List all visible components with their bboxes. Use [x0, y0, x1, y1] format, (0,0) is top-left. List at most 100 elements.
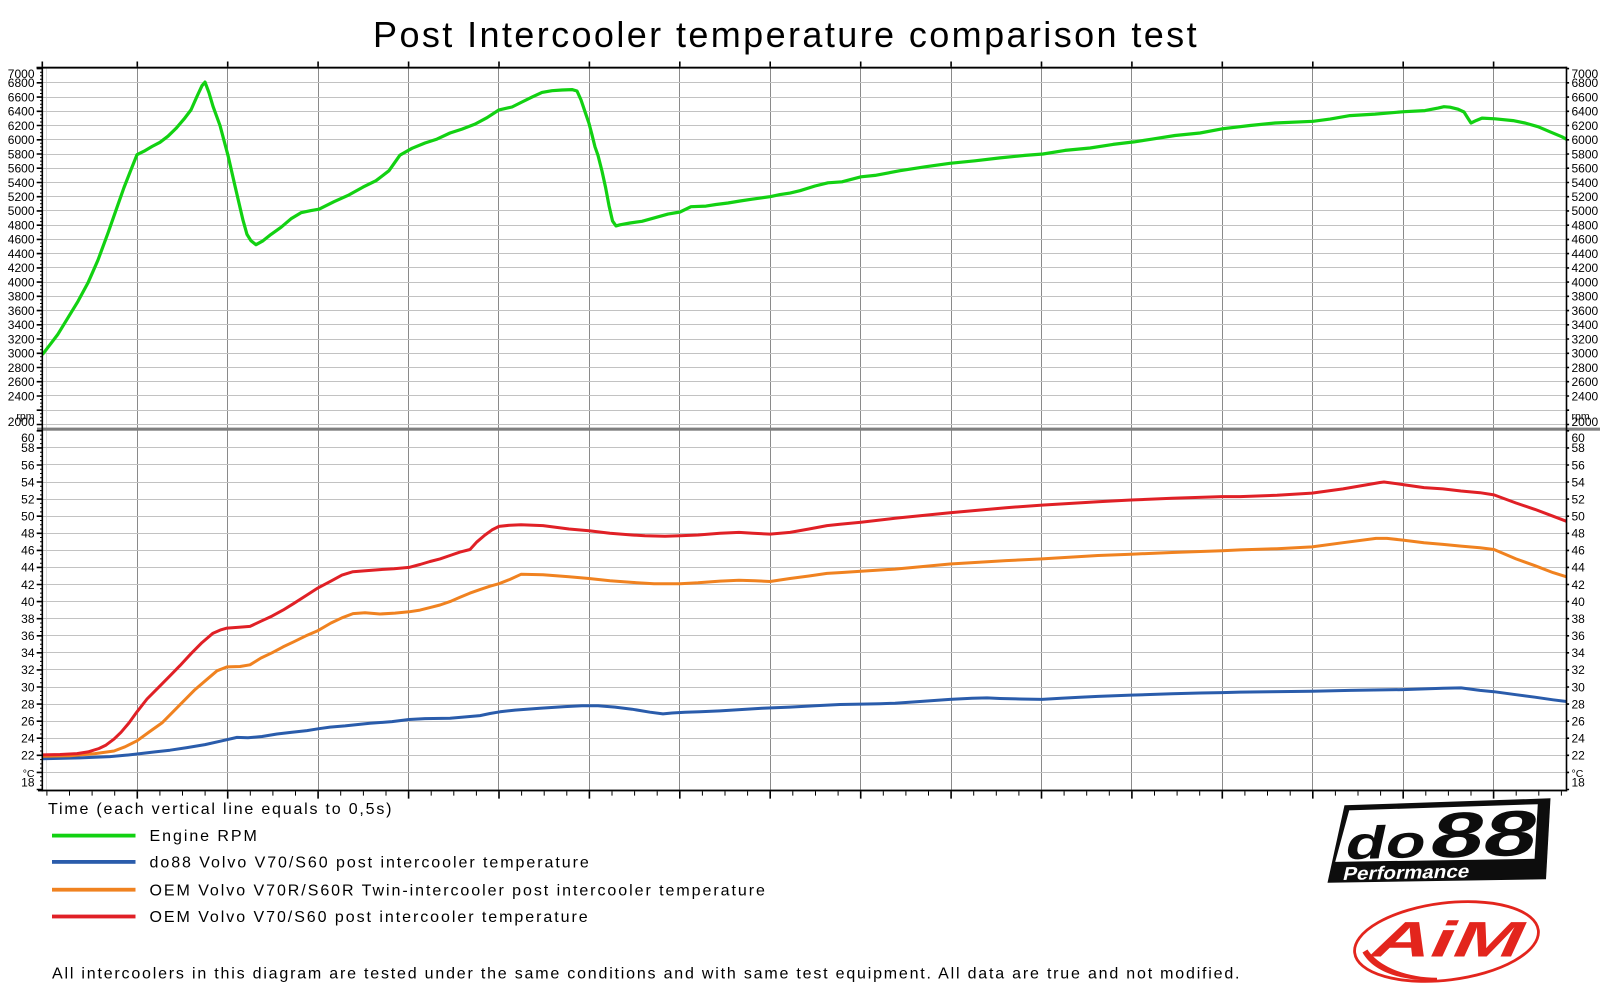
svg-text:4600: 4600 [1572, 233, 1599, 247]
svg-text:28: 28 [21, 697, 35, 711]
svg-text:60: 60 [1572, 431, 1586, 445]
svg-text:52: 52 [21, 492, 35, 506]
svg-text:3400: 3400 [8, 318, 35, 332]
svg-text:2400: 2400 [8, 389, 35, 403]
svg-text:50: 50 [21, 510, 35, 524]
svg-text:26: 26 [21, 715, 35, 729]
svg-text:4800: 4800 [8, 219, 35, 233]
svg-text:6400: 6400 [8, 105, 35, 119]
svg-text:42: 42 [1572, 578, 1586, 592]
svg-text:58: 58 [1572, 441, 1586, 455]
svg-text:4200: 4200 [8, 261, 35, 275]
svg-text:5200: 5200 [8, 190, 35, 204]
svg-text:3600: 3600 [8, 304, 35, 318]
svg-text:2600: 2600 [1572, 375, 1599, 389]
svg-text:2000: 2000 [1572, 415, 1599, 429]
svg-text:6800: 6800 [8, 76, 35, 90]
svg-text:rpm: rpm [16, 411, 34, 423]
svg-text:3600: 3600 [1572, 304, 1599, 318]
svg-text:5400: 5400 [1572, 176, 1599, 190]
svg-text:18: 18 [21, 775, 35, 789]
svg-text:4800: 4800 [1572, 219, 1599, 233]
svg-text:30: 30 [1572, 680, 1586, 694]
svg-text:5400: 5400 [8, 176, 35, 190]
svg-text:5000: 5000 [8, 204, 35, 218]
svg-text:3000: 3000 [8, 347, 35, 361]
svg-text:AiM: AiM [1366, 912, 1529, 968]
svg-text:6400: 6400 [1572, 105, 1599, 119]
svg-text:50: 50 [1572, 510, 1586, 524]
svg-text:°C: °C [23, 768, 35, 780]
svg-text:34: 34 [1572, 646, 1586, 660]
svg-text:44: 44 [1572, 561, 1586, 575]
svg-text:6800: 6800 [1572, 76, 1599, 90]
svg-text:3000: 3000 [1572, 347, 1599, 361]
svg-text:30: 30 [21, 680, 35, 694]
svg-text:4600: 4600 [8, 233, 35, 247]
svg-text:22: 22 [21, 749, 35, 763]
svg-text:3200: 3200 [8, 332, 35, 346]
svg-text:3800: 3800 [8, 290, 35, 304]
svg-text:60: 60 [21, 431, 35, 445]
svg-text:4400: 4400 [1572, 247, 1599, 261]
svg-text:58: 58 [21, 441, 35, 455]
svg-text:Time (each vertical line equal: Time (each vertical line equals to 0,5s) [48, 801, 393, 818]
svg-text:Engine RPM: Engine RPM [150, 828, 259, 845]
svg-text:52: 52 [1572, 492, 1586, 506]
svg-text:28: 28 [1572, 697, 1586, 711]
svg-text:36: 36 [21, 629, 35, 643]
svg-text:2800: 2800 [1572, 361, 1599, 375]
svg-text:46: 46 [21, 544, 35, 558]
svg-text:All intercoolers in this diagr: All intercoolers in this diagram are tes… [52, 966, 1241, 983]
svg-text:4400: 4400 [8, 247, 35, 261]
svg-text:do: do [1341, 815, 1432, 869]
svg-text:5600: 5600 [1572, 162, 1599, 176]
svg-text:5200: 5200 [1572, 190, 1599, 204]
svg-text:2400: 2400 [1572, 389, 1599, 403]
svg-text:3400: 3400 [1572, 318, 1599, 332]
svg-text:4000: 4000 [8, 275, 35, 289]
svg-text:44: 44 [21, 561, 35, 575]
svg-text:4000: 4000 [1572, 275, 1599, 289]
svg-text:38: 38 [21, 612, 35, 626]
svg-text:18: 18 [1572, 775, 1586, 789]
svg-text:56: 56 [21, 458, 35, 472]
svg-text:OEM Volvo V70R/S60R Twin-inter: OEM Volvo V70R/S60R Twin-intercooler pos… [150, 882, 767, 899]
svg-text:5000: 5000 [1572, 204, 1599, 218]
svg-text:2600: 2600 [8, 375, 35, 389]
svg-text:32: 32 [21, 663, 35, 677]
svg-text:54: 54 [1572, 475, 1586, 489]
svg-text:7000: 7000 [1572, 67, 1599, 81]
svg-text:5800: 5800 [8, 147, 35, 161]
svg-text:6200: 6200 [1572, 119, 1599, 133]
svg-text:°C: °C [1572, 768, 1584, 780]
svg-text:26: 26 [1572, 715, 1586, 729]
svg-text:48: 48 [1572, 527, 1586, 541]
svg-text:do88 Volvo V70/S60 post interc: do88 Volvo V70/S60 post intercooler temp… [150, 855, 591, 872]
svg-text:32: 32 [1572, 663, 1586, 677]
svg-text:34: 34 [21, 646, 35, 660]
svg-text:Performance: Performance [1341, 861, 1472, 884]
svg-text:2000: 2000 [8, 415, 35, 429]
svg-text:24: 24 [21, 732, 35, 746]
svg-text:6600: 6600 [8, 90, 35, 104]
svg-text:Post Intercooler temperature c: Post Intercooler temperature comparison … [373, 14, 1199, 55]
svg-text:6200: 6200 [8, 119, 35, 133]
svg-text:4200: 4200 [1572, 261, 1599, 275]
svg-text:36: 36 [1572, 629, 1586, 643]
svg-text:6600: 6600 [1572, 90, 1599, 104]
svg-text:48: 48 [21, 527, 35, 541]
svg-text:54: 54 [21, 475, 35, 489]
svg-text:88: 88 [1424, 796, 1546, 872]
svg-text:46: 46 [1572, 544, 1586, 558]
svg-text:2800: 2800 [8, 361, 35, 375]
svg-text:24: 24 [1572, 732, 1586, 746]
svg-text:40: 40 [1572, 595, 1586, 609]
svg-text:7000: 7000 [8, 67, 35, 81]
svg-text:56: 56 [1572, 458, 1586, 472]
svg-text:3800: 3800 [1572, 290, 1599, 304]
svg-text:OEM Volvo V70/S60 post interco: OEM Volvo V70/S60 post intercooler tempe… [150, 909, 590, 926]
svg-text:22: 22 [1572, 749, 1586, 763]
svg-text:3200: 3200 [1572, 332, 1599, 346]
svg-text:5600: 5600 [8, 162, 35, 176]
